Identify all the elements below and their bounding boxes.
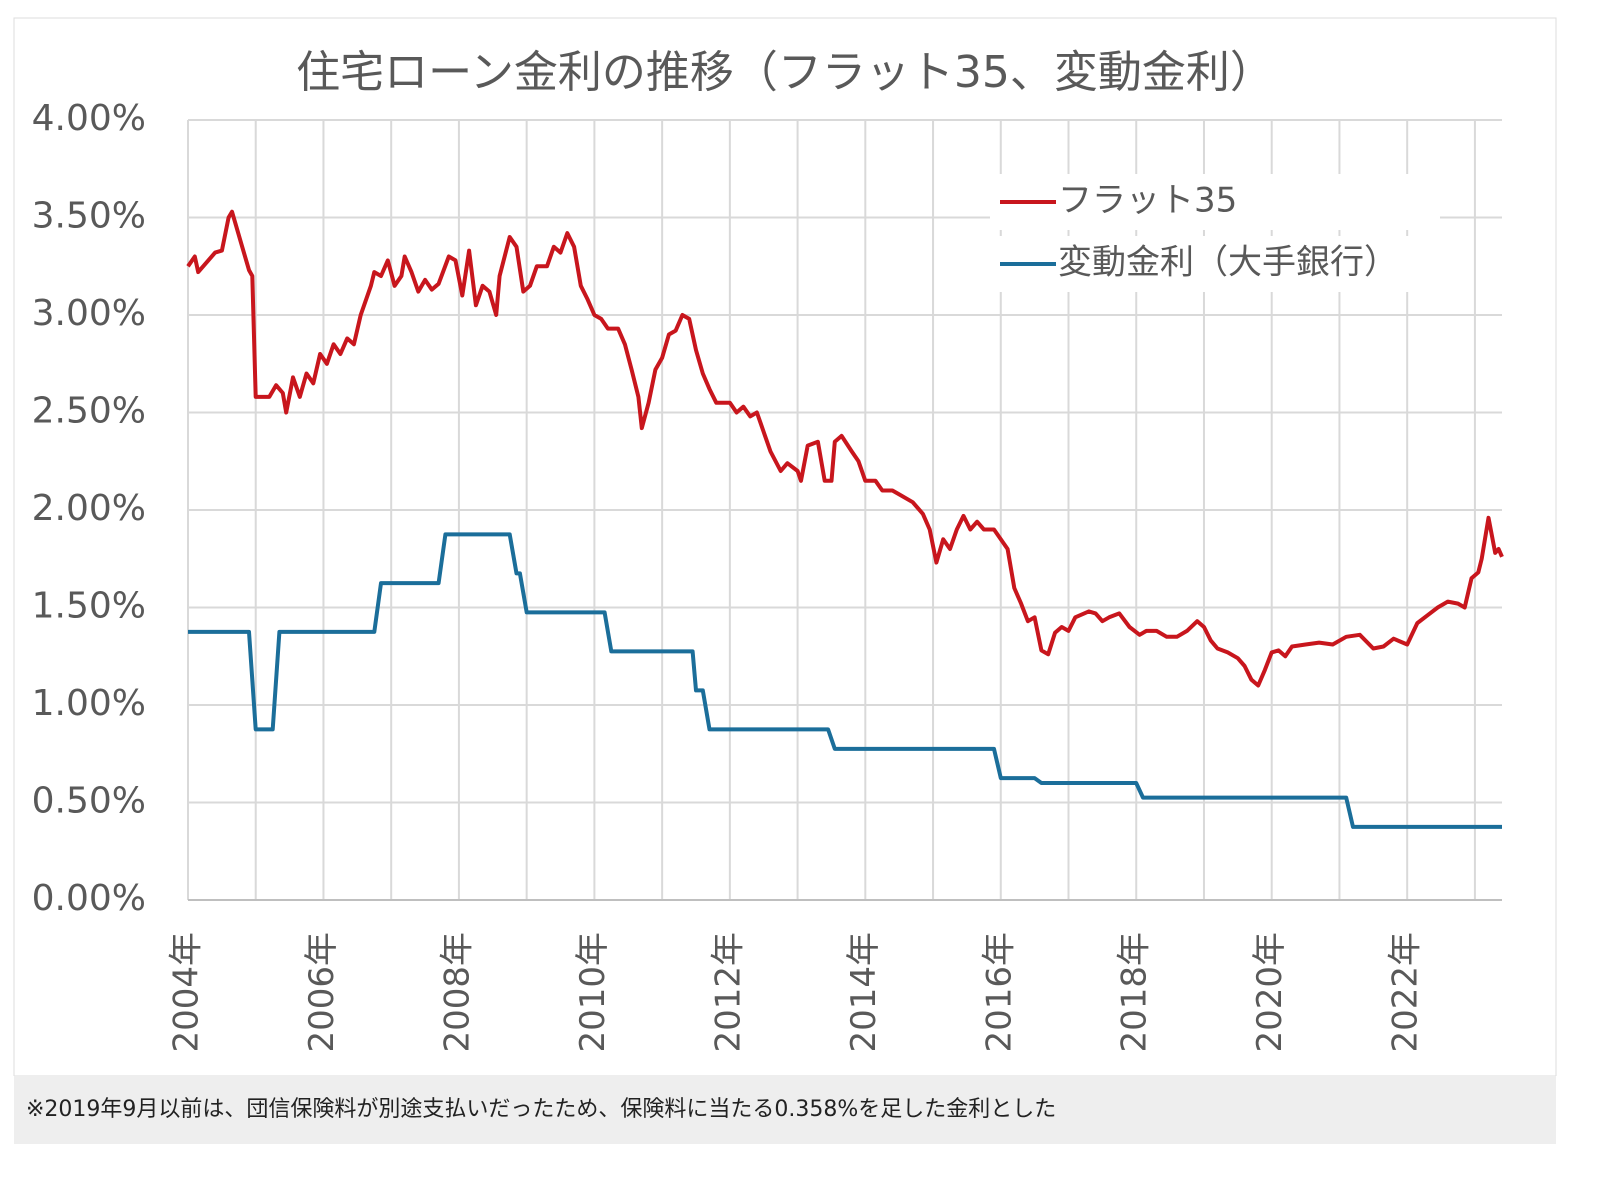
y-tick-label: 3.00% [32,293,146,334]
legend-bg [990,174,1440,230]
legend: フラット35 変動金利（大手銀行） [990,174,1440,292]
y-tick-label: 1.00% [32,683,146,724]
x-tick-label: 2020年 [1250,932,1290,1053]
x-tick-label: 2018年 [1115,932,1155,1053]
y-tick-label: 0.00% [32,878,146,919]
x-tick-label: 2022年 [1386,932,1426,1053]
footnote: ※2019年9月以前は、団信保険料が別途支払いだったため、保険料に当たる0.35… [14,1076,1556,1144]
y-tick-label: 2.50% [32,391,146,432]
y-tick-label: 3.50% [32,196,146,237]
y-tick-label: 1.50% [32,586,146,627]
grid: 0.00% 0.50% 1.00% 1.50% 2.00% 2.50% 3.00% 3.50%… [32,98,1502,1053]
series-line [186,209,1504,688]
plot [186,209,1504,829]
y-tick-label: 0.50% [32,781,146,822]
legend-label: フラット35 [1058,181,1237,221]
legend-bg [990,236,1440,292]
chart-title: 住宅ローン金利の推移（フラット35、変動金利） [296,47,1274,98]
x-tick-label: 2012年 [708,932,748,1053]
x-tick-label: 2008年 [437,932,477,1053]
x-tick-label: 2006年 [302,932,342,1053]
x-tick-label: 2010年 [573,932,613,1053]
legend-label: 変動金利（大手銀行） [1058,243,1398,283]
x-tick-label: 2016年 [979,932,1019,1053]
x-tick-label: 2014年 [844,932,884,1053]
y-tick-label: 2.00% [32,488,146,529]
x-tick-label: 2004年 [167,932,207,1053]
y-tick-label: 4.00% [32,98,146,139]
chart: 住宅ローン金利の推移（フラット35、変動金利） 0.00% 0.50% 1.00% 1… [13,17,1557,1076]
series-line [188,532,1502,829]
